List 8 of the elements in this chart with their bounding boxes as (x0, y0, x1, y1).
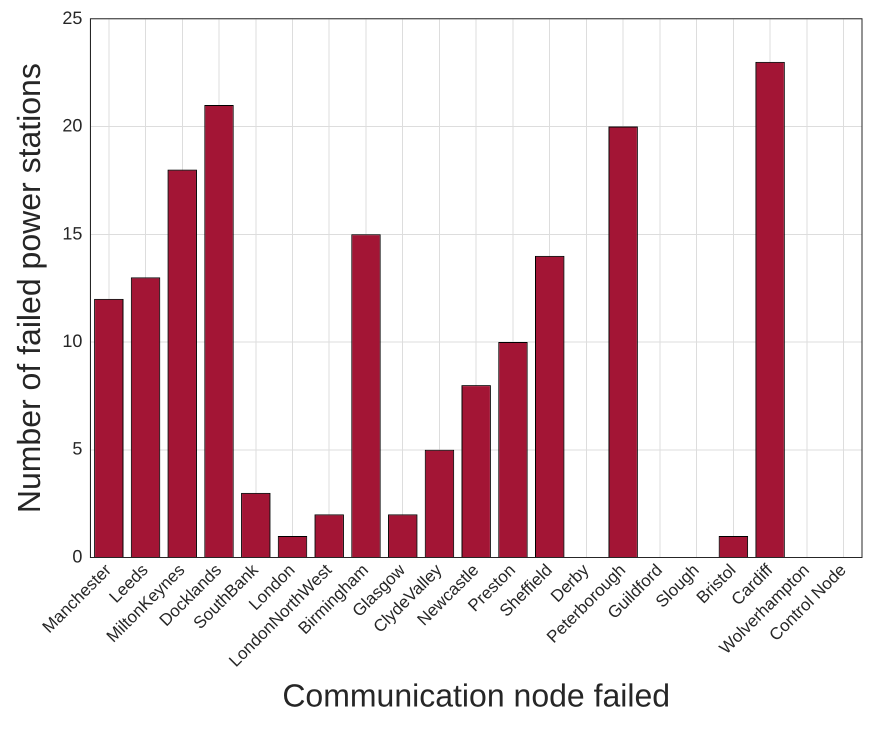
y-tick-label: 5 (72, 438, 82, 459)
y-axis-title: Number of failed power stations (11, 63, 48, 514)
x-axis-title: Communication node failed (282, 678, 670, 714)
y-tick-label: 15 (62, 223, 82, 244)
y-tick-label: 20 (62, 116, 82, 136)
y-tick-label: 0 (72, 546, 82, 566)
y-tick-label: 25 (62, 8, 82, 28)
y-tick-label: 10 (62, 330, 82, 351)
